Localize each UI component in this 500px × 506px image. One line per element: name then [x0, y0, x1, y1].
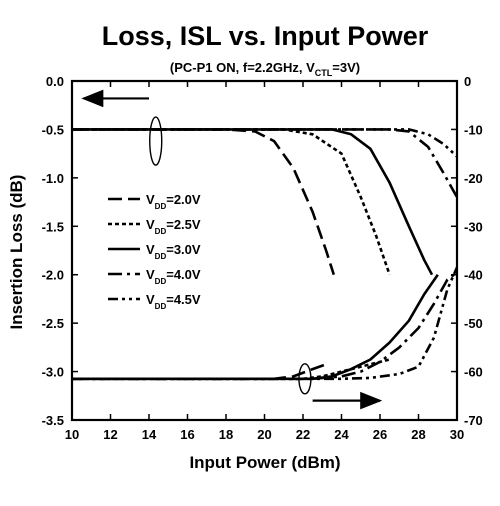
legend-label-prefix: V: [146, 292, 155, 307]
y-left-tick-label: -3.0: [42, 365, 64, 380]
legend-label-4: VDD=4.0V: [146, 267, 201, 286]
legend-label-prefix: V: [146, 267, 155, 282]
subtitle-subscript: CTL: [315, 68, 333, 78]
series-line-loss-1: [72, 128, 336, 276]
y-axis-label: Insertion Loss (dB): [7, 175, 26, 330]
y-left-tick-label: -0.5: [42, 122, 64, 137]
y-right-tick-label: -50: [464, 316, 483, 331]
legend-label-subscript: DD: [155, 202, 167, 211]
series-line-isolation-5: [72, 266, 459, 381]
y-right-tick-label: -30: [464, 219, 483, 234]
y-left-tick-label: -1.0: [42, 171, 64, 186]
y-right-tick-label: -70: [464, 413, 483, 428]
legend-label-suffix: =4.5V: [166, 292, 201, 307]
legend-label-subscript: DD: [155, 277, 167, 286]
x-tick-label: 18: [219, 427, 233, 442]
plot-area: 10 12 14 16 18 20 22 24 26 28 30 0.0 -0.5 -1.0 -1.5 -2.…: [42, 74, 483, 442]
legend-label-suffix: =2.0V: [166, 192, 201, 207]
legend-label-prefix: V: [146, 217, 155, 232]
legend-label-suffix: =4.0V: [166, 267, 201, 282]
x-tick-label: 12: [103, 427, 117, 442]
series-line-isolation-1: [72, 363, 327, 381]
y-right-tick-label: -20: [464, 171, 483, 186]
x-tick-label: 30: [450, 427, 464, 442]
legend-label-3: VDD=3.0V: [146, 242, 201, 261]
x-tick-label: 20: [257, 427, 271, 442]
x-tick-label: 10: [65, 427, 79, 442]
legend-label-2: VDD=2.5V: [146, 217, 201, 236]
y-right-tick-label: -40: [464, 268, 483, 283]
y-left-tick-label: -2.0: [42, 268, 64, 283]
y-left-tick-label: -3.5: [42, 413, 64, 428]
legend-label-1: VDD=2.0V: [146, 192, 201, 211]
x-tick-label: 28: [411, 427, 425, 442]
x-tick-label: 14: [142, 427, 157, 442]
series-line-isolation-4: [72, 271, 458, 381]
legend-label-subscript: DD: [155, 227, 167, 236]
legend-label-5: VDD=4.5V: [146, 292, 201, 311]
x-tick-label: 16: [180, 427, 194, 442]
y-left-tick-label: -2.5: [42, 316, 64, 331]
x-tick-label: 26: [373, 427, 387, 442]
plot-frame: [70, 79, 459, 422]
y-right-tick-label: -10: [464, 122, 483, 137]
subtitle-suffix: =3V): [332, 60, 360, 75]
y-right-tick-label: 0: [464, 74, 471, 89]
series-line-isolation-3: [72, 273, 439, 381]
y-left-tick-label: 0.0: [46, 74, 64, 89]
subtitle-prefix: (PC-P1 ON, f=2.2GHz, V: [170, 60, 315, 75]
x-tick-label: 22: [296, 427, 310, 442]
legend-label-prefix: V: [146, 242, 155, 257]
legend-label-suffix: =3.0V: [166, 242, 201, 257]
y-right-tick-label: -60: [464, 365, 483, 380]
chart-title: Loss, ISL vs. Input Power: [102, 21, 429, 51]
legend-label-subscript: DD: [155, 252, 167, 261]
y-left-tick-label: -1.5: [42, 219, 64, 234]
series-line-loss-4: [72, 128, 459, 198]
legend-label-subscript: DD: [155, 302, 167, 311]
left-axis-circle: [149, 116, 163, 166]
chart-subtitle: (PC-P1 ON, f=2.2GHz, VCTL=3V): [170, 60, 360, 78]
right-axis-circle: [298, 363, 312, 395]
legend-label-prefix: V: [146, 192, 155, 207]
x-axis-label: Input Power (dBm): [189, 453, 340, 472]
x-tick-label: 24: [334, 427, 349, 442]
series-line-loss-3: [72, 128, 434, 276]
legend-label-suffix: =2.5V: [166, 217, 201, 232]
series-line-loss-5: [72, 128, 458, 158]
series-line-loss-2: [72, 128, 391, 276]
